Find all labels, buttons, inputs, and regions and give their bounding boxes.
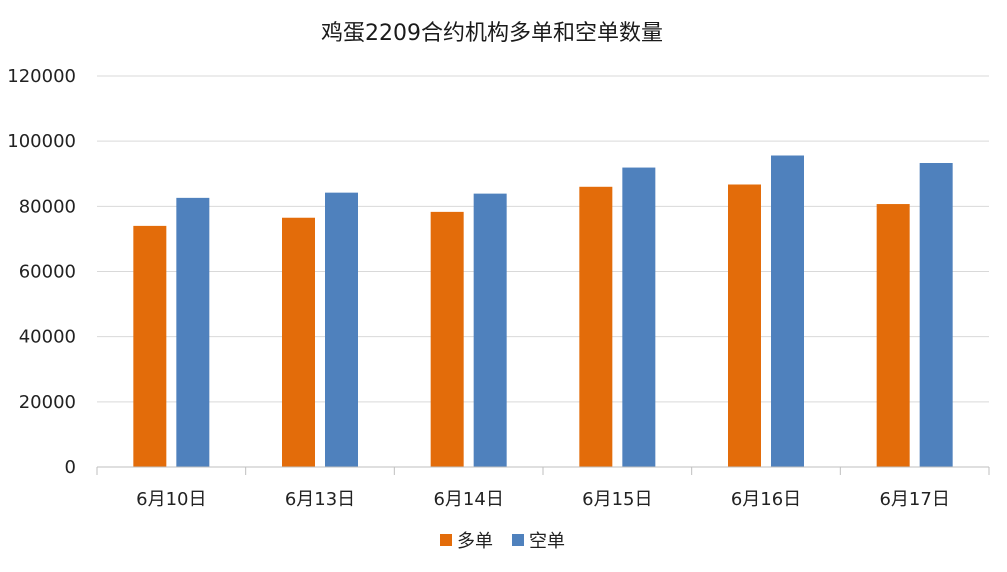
legend: 多单 空单	[440, 531, 565, 552]
bar-多单-6月15日	[579, 186, 613, 468]
bar-空单-6月17日	[919, 162, 953, 467]
bar-多单-6月16日	[728, 184, 761, 467]
bar-空单-6月15日	[622, 167, 656, 467]
bar-多单-6月17日	[876, 204, 910, 468]
y-tick-label: 120000	[7, 66, 76, 87]
legend-label: 多单	[457, 531, 493, 552]
bar-空单-6月16日	[771, 155, 804, 467]
bar-空单-6月10日	[176, 197, 210, 467]
bar-空单-6月13日	[325, 192, 358, 468]
bar-多单-6月13日	[282, 217, 315, 467]
bar-多单-6月14日	[430, 211, 464, 467]
y-axis: 0 20000 40000 60000 80000 100000 120000	[7, 66, 76, 478]
x-tick-label: 6月15日	[582, 489, 652, 510]
y-tick-label: 80000	[19, 196, 76, 217]
chart-title: 鸡蛋2209合约机构多单和空单数量	[321, 21, 663, 46]
bar-series	[133, 155, 953, 468]
bar-多单-6月10日	[133, 225, 167, 467]
y-tick-label: 40000	[19, 327, 76, 348]
x-tick-label: 6月17日	[879, 489, 949, 510]
x-axis: 6月10日 6月13日 6月14日 6月15日 6月16日 6月17日	[96, 466, 990, 510]
legend-label: 空单	[529, 531, 565, 552]
gridlines	[97, 75, 989, 403]
x-tick-label: 6月13日	[285, 489, 355, 510]
x-tick-label: 6月14日	[433, 489, 503, 510]
x-tick-label: 6月16日	[731, 489, 801, 510]
y-tick-label: 100000	[7, 131, 76, 152]
x-tick-label: 6月10日	[136, 489, 206, 510]
bar-空单-6月14日	[473, 193, 507, 467]
legend-swatch	[440, 534, 452, 546]
y-tick-label: 0	[65, 457, 76, 478]
legend-swatch	[512, 534, 524, 546]
y-tick-label: 20000	[19, 392, 76, 413]
y-tick-label: 60000	[19, 262, 76, 283]
